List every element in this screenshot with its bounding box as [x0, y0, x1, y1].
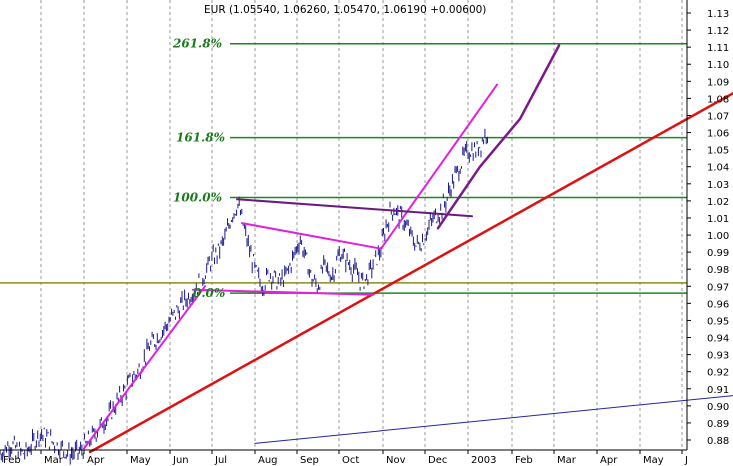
y-tick-label: 1.07 [707, 111, 729, 122]
y-tick-label: 0.97 [707, 282, 729, 293]
y-tick-label: 1.04 [707, 163, 729, 174]
y-tick-label: 0.99 [707, 248, 729, 259]
y-axis-ticks: 1.13 1.12 1.11 1.10 1.09 1.08 1.07 1.06 1.05 1.04… [687, 9, 729, 447]
x-tick-label: Feb [3, 455, 21, 466]
x-tick-label: Jul [214, 455, 227, 466]
y-tick-label: 1.11 [707, 43, 729, 54]
y-tick-label: 0.90 [707, 402, 729, 413]
trendline-purple-channel [436, 44, 561, 230]
trendline-magenta-upper-flag [241, 222, 382, 250]
x-tick-label: J [684, 455, 688, 466]
y-tick-label: 1.05 [707, 146, 729, 157]
x-tick-label: Mar [557, 455, 577, 466]
x-tick-label: Apr [87, 455, 105, 466]
y-tick-label: 1.03 [707, 180, 729, 191]
trendline-blue-lower [254, 395, 733, 444]
y-tick-label: 0.96 [707, 299, 729, 310]
x-tick-label: Aug [258, 455, 278, 466]
x-tick-label: Nov [386, 455, 406, 466]
y-tick-label: 1.10 [707, 60, 729, 71]
y-tick-label: 0.94 [707, 334, 729, 345]
price-series [0, 128, 488, 465]
trendline-magenta-lower-flag [192, 288, 374, 296]
fib-level-label: 261.8% [172, 37, 222, 51]
y-tick-label: 0.92 [707, 368, 729, 379]
x-tick-label: Feb [515, 455, 533, 466]
x-tick-label: Mar [44, 455, 64, 466]
y-tick-label: 0.98 [707, 265, 729, 276]
x-tick-label: Dec [428, 455, 447, 466]
y-tick-label: 1.12 [707, 26, 729, 37]
month-grid [40, 0, 683, 450]
trendline-purple-resistance [236, 198, 473, 218]
x-tick-label: May [130, 455, 151, 466]
y-tick-label: 0.89 [707, 419, 729, 430]
x-tick-label: Jun [172, 455, 189, 466]
chart-title: EUR (1.05540, 1.06260, 1.05470, 1.06190 … [204, 4, 486, 16]
y-tick-label: 0.88 [707, 436, 729, 447]
fib-level-label: 161.8% [176, 131, 225, 145]
trendlines [83, 44, 733, 454]
y-tick-label: 0.93 [707, 351, 729, 362]
y-tick-label: 1.01 [707, 214, 729, 225]
y-tick-label: 1.09 [707, 77, 729, 88]
x-tick-label: May [643, 455, 664, 466]
y-tick-label: 0.95 [707, 316, 729, 327]
trendline-magenta-breakout [380, 83, 498, 250]
x-tick-label: Oct [342, 455, 359, 466]
fib-level-label: 0.0% [193, 286, 225, 300]
x-axis-ticks: Feb Mar Apr May Jun Jul Aug Sep Oct Nov Dec 2003 Feb… [0, 450, 688, 466]
trendline-magenta-rally [83, 285, 206, 450]
fib-level-label: 100.0% [173, 190, 222, 204]
x-tick-label: 2003 [471, 455, 496, 466]
trendline-red-support [88, 92, 733, 454]
x-tick-label: Sep [300, 455, 319, 466]
y-tick-label: 1.13 [707, 9, 729, 20]
y-tick-label: 1.02 [707, 197, 729, 208]
y-tick-label: 1.06 [707, 129, 729, 140]
y-tick-label: 1.08 [707, 94, 729, 105]
y-tick-label: 0.91 [707, 385, 729, 396]
fib-labels: 0.0% 100.0% 161.8% 261.8% [172, 37, 225, 300]
x-tick-label: Apr [600, 455, 618, 466]
y-tick-label: 1.00 [707, 231, 729, 242]
